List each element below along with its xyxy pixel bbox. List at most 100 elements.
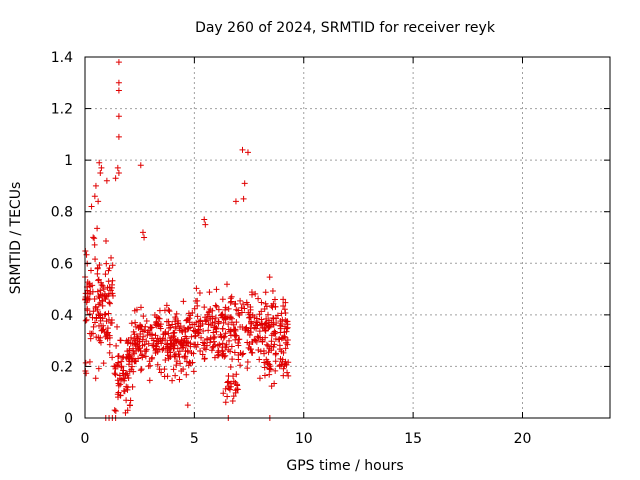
data-point [224, 379, 231, 386]
data-point [188, 349, 195, 356]
data-point [141, 341, 148, 348]
data-point [154, 361, 161, 368]
data-point [91, 295, 98, 302]
data-point [103, 177, 110, 184]
data-point [202, 221, 209, 228]
y-axis-label: SRMTID / TECUs [8, 182, 24, 295]
data-point [281, 306, 288, 313]
data-point [269, 304, 276, 311]
data-point [225, 373, 232, 380]
data-point [232, 300, 239, 307]
data-point [109, 262, 116, 269]
data-point [252, 322, 259, 329]
data-point [103, 330, 110, 337]
plot-axes [84, 56, 611, 419]
data-point [244, 339, 251, 346]
data-point [197, 317, 204, 324]
data-point [233, 306, 240, 313]
data-point [271, 296, 278, 303]
data-point [191, 305, 198, 312]
x-tick-label: 10 [295, 431, 313, 447]
data-point [166, 325, 173, 332]
data-point [261, 372, 268, 379]
data-point [139, 354, 146, 361]
data-point [259, 320, 266, 327]
data-point [117, 381, 124, 388]
data-point [243, 299, 250, 306]
data-point [170, 366, 177, 373]
data-point [115, 359, 122, 366]
data-point [106, 300, 113, 307]
data-point [124, 407, 131, 414]
data-point [162, 337, 169, 344]
data-point [276, 363, 283, 370]
data-point [94, 270, 101, 277]
y-tick-label: 1.4 [51, 50, 73, 66]
data-point [229, 397, 236, 404]
data-point [94, 264, 101, 271]
data-point [200, 327, 207, 334]
data-point [233, 332, 240, 339]
data-point [227, 380, 234, 387]
data-point [256, 375, 263, 382]
data-point [214, 342, 221, 349]
data-point [108, 254, 115, 261]
data-point [138, 323, 145, 330]
data-point [104, 329, 111, 336]
data-point [173, 362, 180, 369]
data-point [218, 311, 225, 318]
data-point [106, 341, 113, 348]
data-point [98, 279, 105, 286]
data-point [91, 319, 98, 326]
data-point [106, 332, 113, 339]
data-point [237, 362, 244, 369]
data-point [264, 311, 271, 318]
data-point [183, 335, 190, 342]
data-point [88, 203, 95, 210]
data-point [135, 346, 142, 353]
data-point [222, 344, 229, 351]
data-point [172, 315, 179, 322]
data-point [161, 366, 168, 373]
data-point [163, 302, 170, 309]
data-point [136, 345, 143, 352]
data-point [82, 317, 89, 324]
data-point [238, 309, 245, 316]
data-point [104, 284, 111, 291]
data-point [103, 260, 110, 267]
data-point [212, 302, 219, 309]
data-point [123, 383, 130, 390]
data-point [92, 375, 99, 382]
data-point [284, 336, 291, 343]
data-point [91, 193, 98, 200]
data-point [219, 325, 226, 332]
data-point [175, 351, 182, 358]
data-point [142, 353, 149, 360]
data-point [113, 342, 120, 349]
data-point [118, 358, 125, 365]
data-point [105, 278, 112, 285]
data-point [235, 336, 242, 343]
data-point [221, 353, 228, 360]
data-point [154, 335, 161, 342]
data-point [130, 328, 137, 335]
data-point [240, 301, 247, 308]
data-point [101, 293, 108, 300]
data-point [115, 59, 122, 66]
data-point [241, 305, 248, 312]
tick-labels: 0 0.2 0.4 0.6 0.8 1 1.2 1.4 0 5 10 15 20 [51, 50, 532, 447]
data-point [89, 330, 96, 337]
data-point [100, 360, 107, 367]
data-point [247, 346, 254, 353]
data-point [230, 321, 237, 328]
data-point [193, 285, 200, 292]
data-point [151, 312, 158, 319]
data-point [249, 312, 256, 319]
data-point [115, 170, 122, 177]
data-point [140, 333, 147, 340]
data-point [109, 292, 116, 299]
data-point [192, 341, 199, 348]
data-point [96, 294, 103, 301]
data-point [92, 256, 99, 263]
